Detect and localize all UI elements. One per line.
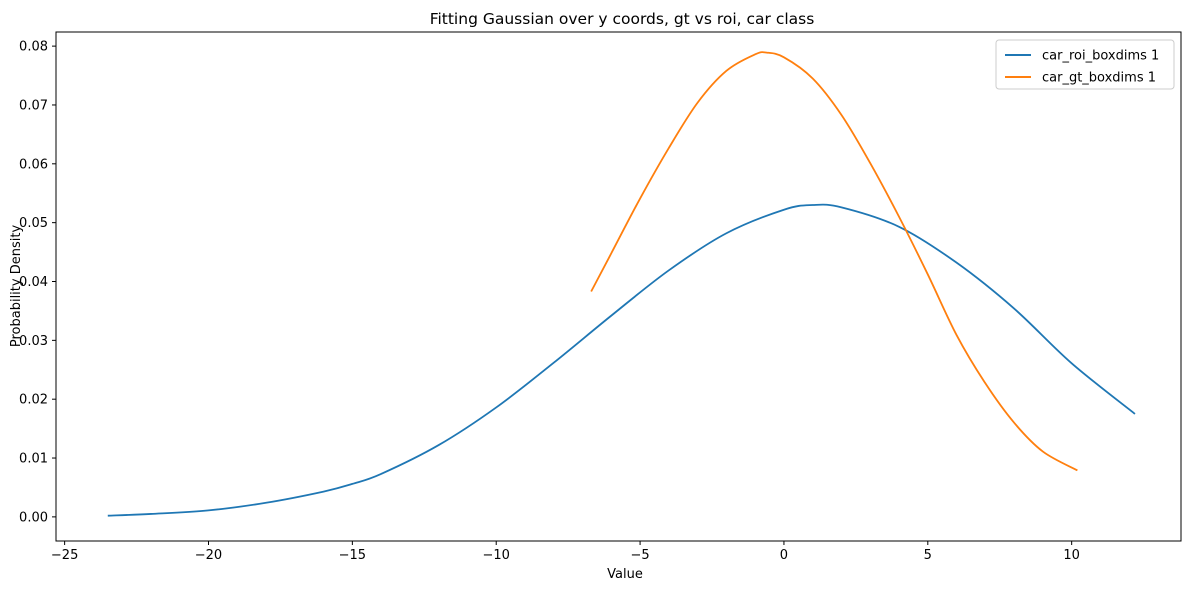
- plot-area: −25 −20 −15 −10 −5 0 5 10 0.000.010.020.030.040…: [19, 31, 1182, 563]
- y-axis-title: Probability Density: [9, 225, 24, 348]
- x-tick-label: 5: [924, 548, 932, 563]
- series-line-car-roi-boxdims: [107, 203, 1136, 517]
- x-tick-label: −15: [339, 548, 366, 563]
- x-tick-label: 0: [780, 548, 788, 563]
- x-tick-label: −20: [195, 548, 222, 563]
- series-line-car-gt-boxdims: [590, 51, 1078, 472]
- legend-label-roi: car_roi_boxdims 1: [1042, 49, 1159, 64]
- y-tick-label: 0.02: [19, 393, 48, 408]
- x-tick-label: 10: [1063, 548, 1080, 563]
- y-tick-label: 0.00: [19, 510, 48, 525]
- y-tick-label: 0.06: [19, 157, 48, 172]
- series-layer: [107, 51, 1136, 517]
- y-tick-label: 0.04: [19, 275, 48, 290]
- legend: car_roi_boxdims 1 car_gt_boxdims 1: [995, 39, 1175, 90]
- y-tick-label: 0.05: [19, 216, 48, 231]
- x-axis-title: Value: [607, 567, 643, 582]
- plot-frame: [55, 31, 1182, 542]
- y-tick-label: 0.08: [19, 40, 48, 55]
- chart-title: Fitting Gaussian over y coords, gt vs ro…: [430, 10, 815, 28]
- y-axis-ticks: 0.00 0.01 0.02 0.03 0.04 0.05 0.06 0.07 0.08: [19, 40, 56, 525]
- x-tick-label: −5: [630, 548, 649, 563]
- y-tick-label: 0.01: [19, 452, 48, 467]
- x-tick-label: −25: [51, 548, 78, 563]
- legend-label-gt: car_gt_boxdims 1: [1042, 71, 1156, 86]
- x-axis-ticks: −25 −20 −15 −10 −5 0 5 10: [51, 541, 1080, 563]
- y-tick-label: 0.03: [19, 334, 48, 349]
- x-tick-label: −10: [482, 548, 509, 563]
- legend-box: [995, 39, 1175, 90]
- y-tick-label: 0.07: [19, 98, 48, 113]
